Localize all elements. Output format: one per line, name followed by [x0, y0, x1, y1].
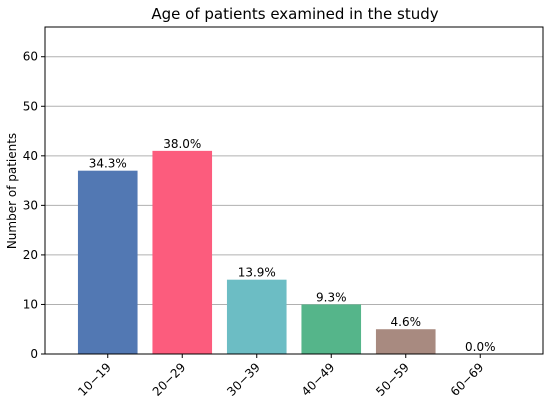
- bars: [77, 150, 436, 354]
- bar: [375, 329, 436, 354]
- y-axis-label: Number of patients: [5, 133, 19, 249]
- y-tick-label: 50: [23, 99, 38, 113]
- y-tick-label: 0: [30, 347, 38, 361]
- x-axis-ticks: 10−19 20−29 30−39 40−49 50−59 60−69: [75, 354, 486, 399]
- x-tick-label: 60−69: [448, 360, 487, 399]
- bar: [77, 170, 138, 354]
- bar-value-labels: 34.3% 38.0% 13.9% 9.3% 4.6% 0.0%: [89, 137, 496, 354]
- y-tick-label: 40: [23, 149, 38, 163]
- y-tick-label: 20: [23, 248, 38, 262]
- chart-title: Age of patients examined in the study: [151, 5, 438, 23]
- y-tick-label: 10: [23, 297, 38, 311]
- bar: [226, 279, 287, 354]
- bar-value-label: 38.0%: [163, 137, 201, 151]
- bar: [301, 304, 362, 354]
- x-tick-label: 50−59: [373, 360, 412, 399]
- x-tick-label: 10−19: [75, 360, 114, 399]
- y-axis-ticks: 0 10 20 30 40 50 60: [23, 50, 45, 361]
- bar-value-label: 9.3%: [316, 290, 347, 304]
- bar: [152, 150, 213, 354]
- bar-value-label: 34.3%: [89, 157, 127, 171]
- bar-value-label: 0.0%: [465, 340, 496, 354]
- x-tick-label: 30−39: [224, 360, 263, 399]
- x-tick-label: 20−29: [150, 360, 189, 399]
- y-tick-label: 30: [23, 198, 38, 212]
- plot-frame: [44, 26, 544, 355]
- bar-value-label: 4.6%: [391, 315, 422, 329]
- x-tick-label: 40−49: [299, 360, 338, 399]
- bar-value-label: 13.9%: [238, 266, 276, 280]
- y-tick-label: 60: [23, 50, 38, 64]
